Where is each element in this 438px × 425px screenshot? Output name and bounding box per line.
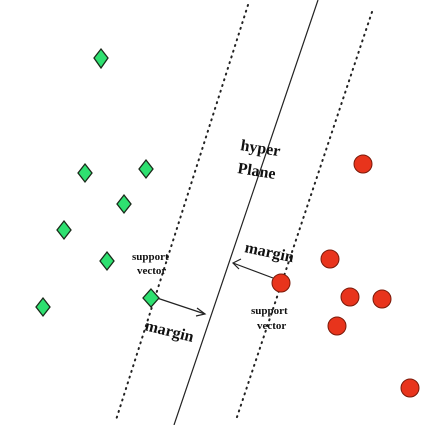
class-circles	[271, 154, 420, 398]
circle-point	[400, 378, 420, 398]
hyperplane-line	[173, 0, 319, 425]
circle-point	[320, 249, 340, 269]
right-margin-boundary	[235, 11, 373, 421]
circle-point	[271, 273, 291, 293]
class-diamonds	[35, 47, 160, 318]
diamond-point	[99, 250, 115, 272]
diamond-point	[142, 288, 160, 308]
hyperplane-label-line2: Plane	[236, 160, 276, 183]
circle-point	[340, 287, 360, 307]
diamond-point	[116, 193, 132, 215]
diamond-point	[56, 219, 72, 241]
diamond-point	[138, 158, 154, 180]
margin-label-right: margin	[243, 239, 295, 266]
hyperplane-label-line1: hyper	[239, 137, 281, 160]
support-vector-label-left-line2: vector	[137, 265, 166, 277]
margin-label-left: margin	[143, 317, 196, 346]
circle-point	[353, 154, 373, 174]
support-vector-label-right-line2: vector	[257, 320, 286, 332]
circle-point	[327, 316, 347, 336]
left-margin-boundary	[115, 4, 249, 421]
circle-point	[372, 289, 392, 309]
diamond-point	[93, 47, 109, 70]
diamond-point	[35, 296, 51, 318]
diamond-point	[77, 162, 93, 184]
support-vector-label-left-line1: support	[132, 251, 169, 263]
support-vector-label-right-line1: support	[251, 305, 288, 317]
margin-arrow-left	[156, 297, 207, 317]
